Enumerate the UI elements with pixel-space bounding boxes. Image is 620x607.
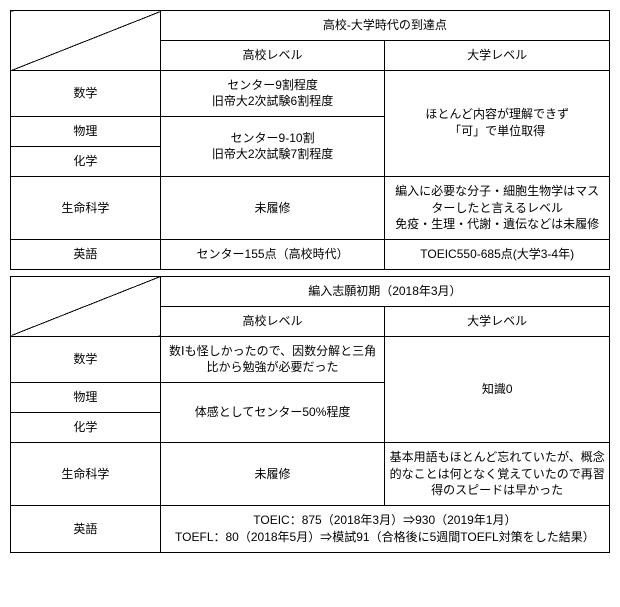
row-life-hs: 未履修 — [160, 176, 385, 239]
row-eng-univ: TOEIC550-685点(大学3-4年) — [385, 240, 610, 270]
diag-header-2 — [11, 276, 161, 336]
diag-header-1 — [11, 11, 161, 71]
row2-life-label: 生命科学 — [11, 442, 161, 505]
col-univ-2: 大学レベル — [385, 306, 610, 336]
row-chem-label: 化学 — [11, 146, 161, 176]
col-hs-1: 高校レベル — [160, 40, 385, 70]
row2-life-univ: 基本用語もほとんど忘れていたが、概念的なことは何となく覚えていたので再習得のスピ… — [385, 442, 610, 505]
header-top-1: 高校-大学時代の到達点 — [160, 11, 609, 41]
row2-mpc-univ: 知識0 — [385, 336, 610, 442]
row-eng-hs: センター155点（高校時代） — [160, 240, 385, 270]
row-math-hs: センター9割程度旧帝大2次試験6割程度 — [160, 70, 385, 117]
header-top-2: 編入志願初期（2018年3月） — [160, 276, 609, 306]
row-pc-hs: センター9-10割旧帝大2次試験7割程度 — [160, 117, 385, 177]
row-math-label: 数学 — [11, 70, 161, 117]
row-phys-label: 物理 — [11, 117, 161, 147]
row2-eng-merged: TOEIC：875（2018年3月）⇒930（2019年1月）TOEFL：80（… — [160, 506, 609, 553]
row-life-label: 生命科学 — [11, 176, 161, 239]
row-life-univ: 編入に必要な分子・細胞生物学はマスターしたと言えるレベル免疫・生理・代謝・遺伝な… — [385, 176, 610, 239]
row2-chem-label: 化学 — [11, 412, 161, 442]
row2-math-hs: 数Ⅰも怪しかったので、因数分解と三角比から勉強が必要だった — [160, 336, 385, 383]
col-univ-1: 大学レベル — [385, 40, 610, 70]
row2-eng-label: 英語 — [11, 506, 161, 553]
row-mpc-univ: ほとんど内容が理解できず「可」で単位取得 — [385, 70, 610, 176]
row2-phys-label: 物理 — [11, 383, 161, 413]
row-eng-label: 英語 — [11, 240, 161, 270]
row2-math-label: 数学 — [11, 336, 161, 383]
col-hs-2: 高校レベル — [160, 306, 385, 336]
row2-life-hs: 未履修 — [160, 442, 385, 505]
achievement-table-2: 編入志願初期（2018年3月） 高校レベル 大学レベル 数学 数Ⅰも怪しかったの… — [10, 276, 610, 553]
achievement-table-1: 高校-大学時代の到達点 高校レベル 大学レベル 数学 センター9割程度旧帝大2次… — [10, 10, 610, 270]
row2-pc-hs: 体感としてセンター50%程度 — [160, 383, 385, 443]
